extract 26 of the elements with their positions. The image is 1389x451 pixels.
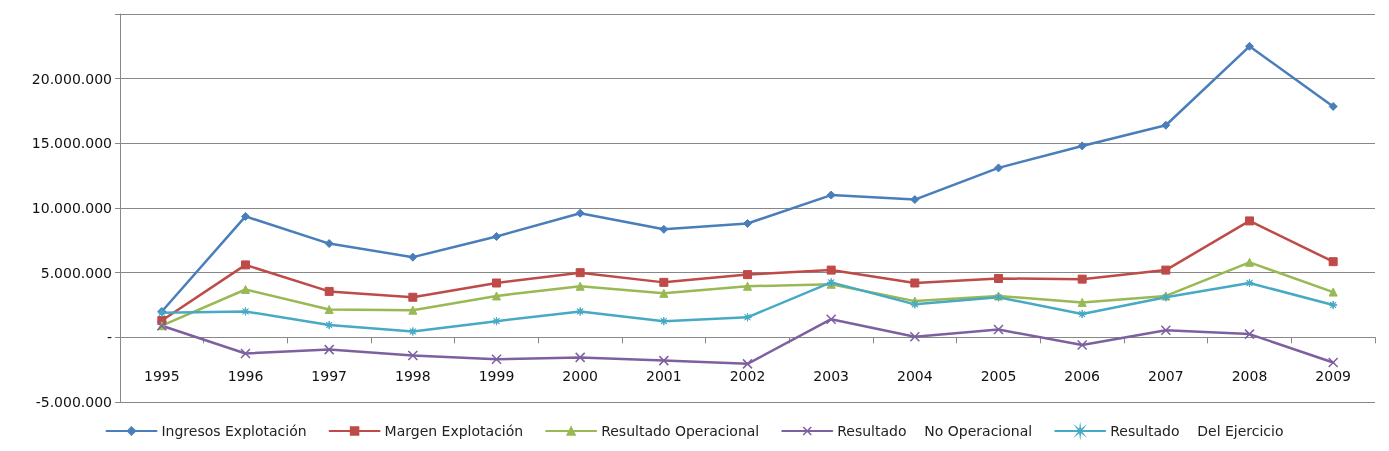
x-tick-label: 1996 <box>227 368 264 385</box>
legend-label: Margen Explotación <box>384 423 524 439</box>
y-tick-label: 15.000.000 <box>31 135 112 152</box>
y-tick-label: 10.000.000 <box>31 200 112 216</box>
x-tick-label: 1995 <box>144 368 180 385</box>
y-tick-label: 20.000.000 <box>31 70 112 87</box>
legend-label: Resultado No Operacional <box>837 423 1033 439</box>
x-tick-label: 1998 <box>395 368 431 385</box>
y-tick-label: - <box>106 329 112 346</box>
x-tick-label: 2006 <box>1064 368 1101 385</box>
x-tick-label: 2003 <box>813 368 849 385</box>
legend-label: Resultado Del Ejercicio <box>1110 423 1284 439</box>
x-tick-label: 1999 <box>478 368 515 385</box>
x-tick-label: 2008 <box>1231 368 1268 385</box>
x-tick-label: 2000 <box>562 368 598 385</box>
x-tick-label: 2009 <box>1315 368 1351 385</box>
legend-label: Resultado Operacional <box>601 423 760 439</box>
x-tick-label: 2005 <box>980 368 1017 385</box>
legend-label: Ingresos Explotación <box>161 423 307 439</box>
x-tick-label: 1997 <box>311 368 347 385</box>
x-tick-label: 2004 <box>897 368 933 385</box>
y-tick-label: -5.000.000 <box>35 394 112 410</box>
x-tick-label: 2007 <box>1148 368 1184 385</box>
x-tick-label: 2001 <box>646 368 682 385</box>
x-tick-label: 2002 <box>729 368 766 385</box>
y-tick-label: 5.000.000 <box>40 264 112 281</box>
